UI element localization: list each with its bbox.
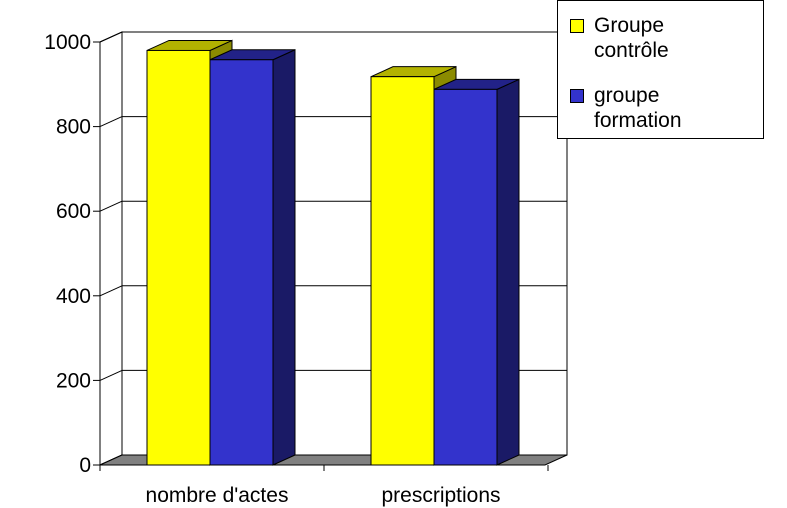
gridline-side bbox=[99, 285, 123, 297]
y-tick-label: 600 bbox=[56, 200, 91, 223]
y-tick-label: 200 bbox=[56, 369, 91, 392]
bar-side bbox=[496, 78, 520, 466]
gridline-side bbox=[99, 31, 123, 43]
y-tick-label: 400 bbox=[56, 285, 91, 308]
bar bbox=[433, 88, 498, 466]
gridline-side bbox=[99, 116, 123, 128]
y-tick-label: 800 bbox=[56, 116, 91, 139]
gridline-side bbox=[99, 200, 123, 212]
x-category-label: prescriptions bbox=[381, 484, 500, 507]
y-tick-label: 1000 bbox=[44, 31, 91, 54]
bar bbox=[370, 76, 435, 466]
gridline-side bbox=[99, 369, 123, 381]
legend-swatch-control bbox=[570, 19, 584, 33]
legend-label-formation: groupe formation bbox=[594, 84, 682, 132]
legend: Groupe contrôle groupe formation bbox=[557, 0, 764, 139]
bar bbox=[146, 49, 211, 466]
legend-label-control: Groupe contrôle bbox=[594, 14, 669, 62]
bar-side bbox=[272, 48, 296, 466]
bar bbox=[209, 59, 274, 466]
y-tick-label: 0 bbox=[79, 454, 91, 477]
legend-swatch-formation bbox=[570, 89, 584, 103]
side-wall bbox=[99, 31, 123, 466]
x-category-label: nombre d'actes bbox=[146, 484, 289, 507]
